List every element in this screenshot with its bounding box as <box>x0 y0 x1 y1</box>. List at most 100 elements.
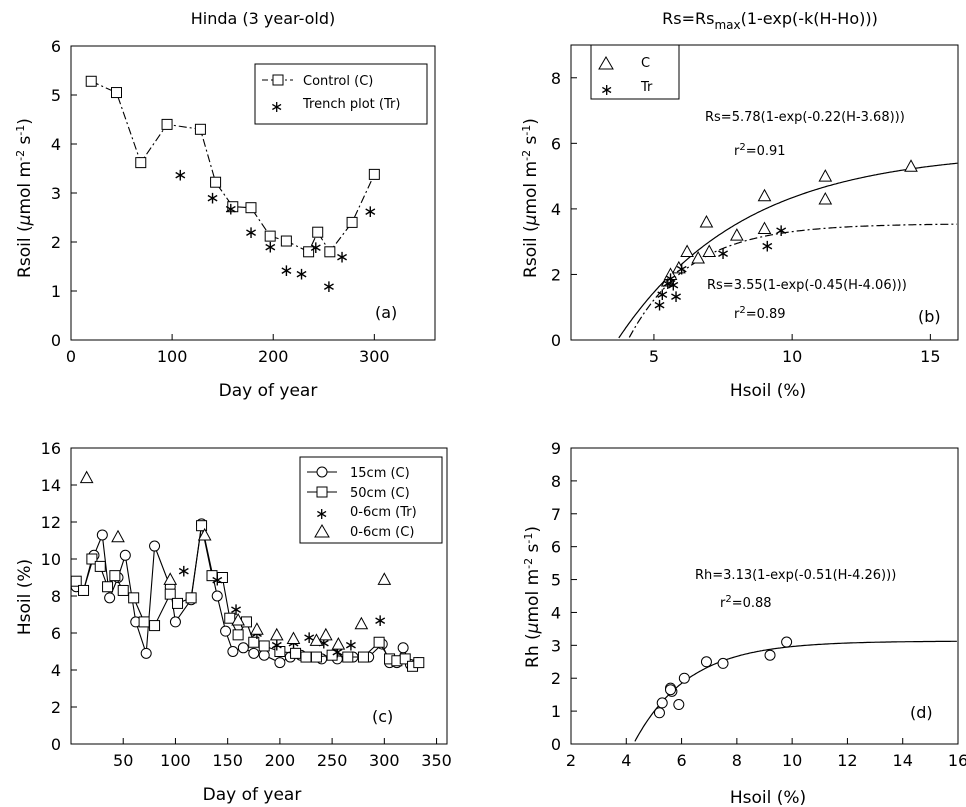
data-point <box>149 540 161 552</box>
data-point <box>231 613 245 626</box>
data-point <box>86 553 98 565</box>
y-tick-label: 4 <box>51 661 61 680</box>
legend-06tr-label: 0-6cm (Tr) <box>350 505 417 520</box>
x-tick-label: 200 <box>258 347 289 366</box>
y-tick-label: 4 <box>51 135 61 154</box>
panel-a-ylabel: Rsoil (μmol m-2 s-1) <box>14 118 35 278</box>
data-point: ∗ <box>224 200 238 220</box>
data-point <box>258 649 270 661</box>
y-tick-label: 2 <box>51 233 61 252</box>
fit-curve <box>634 640 957 742</box>
data-point <box>79 470 94 484</box>
data-point: ∗ <box>205 188 219 208</box>
data-point: ∗ <box>774 221 788 241</box>
legend-control-marker <box>272 74 284 86</box>
panel-c-letter: (c) <box>372 707 393 726</box>
data-point <box>331 637 346 650</box>
legend-06c-label: 0-6cm (C) <box>350 525 414 540</box>
panel-b: Rs=Rsmax(1-exp(-k(H-Ho))) 5 10 1502468∗∗∗∗… <box>520 9 959 401</box>
y-tick-label: 5 <box>551 571 561 590</box>
data-point: ∗ <box>309 238 323 258</box>
legend-tr-marker: ∗ <box>600 80 613 99</box>
data-point <box>111 87 122 99</box>
panel-b-fit-c: Rs=5.78(1-exp(-0.22(H-3.68))) <box>705 110 905 125</box>
data-point <box>324 246 336 258</box>
x-tick-label: 2 <box>566 751 576 770</box>
data-point <box>140 647 152 659</box>
legend-15cm-marker <box>316 466 328 478</box>
data-point <box>227 201 239 213</box>
panel-a-title: Hinda (3 year-old) <box>191 9 336 28</box>
panel-c-ylabel: Hsoil (%) <box>15 559 35 635</box>
data-point <box>94 560 106 572</box>
y-tick-label: 10 <box>41 550 61 569</box>
x-tick-label: 10 <box>782 347 802 366</box>
data-point <box>78 584 90 596</box>
data-point <box>196 520 208 532</box>
y-tick-label: 6 <box>551 538 561 557</box>
data-point <box>904 159 918 172</box>
y-tick-label: 0 <box>551 331 561 350</box>
data-point <box>665 684 677 696</box>
data-point: ∗ <box>229 600 243 620</box>
y-tick-label: 12 <box>41 513 61 532</box>
panel-b-legend: C ∗ Tr <box>590 44 680 100</box>
x-tick-label: 6 <box>676 751 686 770</box>
data-point <box>211 590 223 602</box>
plot-frame <box>570 447 959 745</box>
data-point <box>117 584 129 596</box>
data-point: ∗ <box>177 561 191 581</box>
x-tick-label: 8 <box>732 751 742 770</box>
data-point: ∗ <box>173 165 187 185</box>
panel-d-xlabel: Hsoil (%) <box>730 788 806 807</box>
data-point <box>663 267 678 280</box>
data-point <box>111 529 125 543</box>
y-tick-label: 6 <box>51 624 61 643</box>
y-tick-label: 2 <box>551 265 561 284</box>
data-point <box>102 581 114 593</box>
data-point <box>757 221 772 235</box>
y-tick-label: 8 <box>551 69 561 88</box>
data-point <box>274 657 286 669</box>
data-point <box>700 656 712 668</box>
series-line <box>90 80 375 253</box>
data-point <box>757 188 772 202</box>
legend-c-marker <box>598 56 614 70</box>
data-point <box>250 622 264 635</box>
data-point: ∗ <box>666 276 680 296</box>
data-point <box>269 627 284 641</box>
data-point <box>691 251 705 264</box>
x-tick-label: 300 <box>369 751 400 770</box>
data-point <box>149 620 161 632</box>
x-tick-label: 15 <box>920 347 940 366</box>
data-point <box>258 640 270 652</box>
data-point <box>673 699 685 711</box>
data-point: ∗ <box>322 277 336 297</box>
panel-b-letter: (b) <box>918 307 941 326</box>
data-point <box>264 230 276 242</box>
data-point: ∗ <box>210 571 224 591</box>
y-tick-label: 1 <box>51 282 61 301</box>
y-tick-label: 3 <box>51 184 61 203</box>
x-tick-label: 12 <box>837 751 857 770</box>
data-point <box>104 592 116 604</box>
panel-a-legend-box <box>254 63 428 125</box>
panel-a-letter: (a) <box>375 303 397 322</box>
data-point: ∗ <box>363 202 377 222</box>
data-point <box>678 672 690 684</box>
data-point <box>671 260 686 274</box>
data-point <box>818 169 833 182</box>
y-tick-label: 7 <box>551 505 561 524</box>
data-point: ∗ <box>335 247 349 267</box>
y-tick-label: 2 <box>51 698 61 717</box>
data-point <box>210 176 222 188</box>
data-point <box>818 192 833 205</box>
data-point <box>197 527 212 541</box>
legend-control-label: Control (C) <box>303 74 373 89</box>
panel-d-r2: r2=0.88 <box>720 594 772 611</box>
data-point <box>699 214 714 228</box>
data-point <box>245 202 257 214</box>
y-tick-label: 0 <box>51 331 61 350</box>
